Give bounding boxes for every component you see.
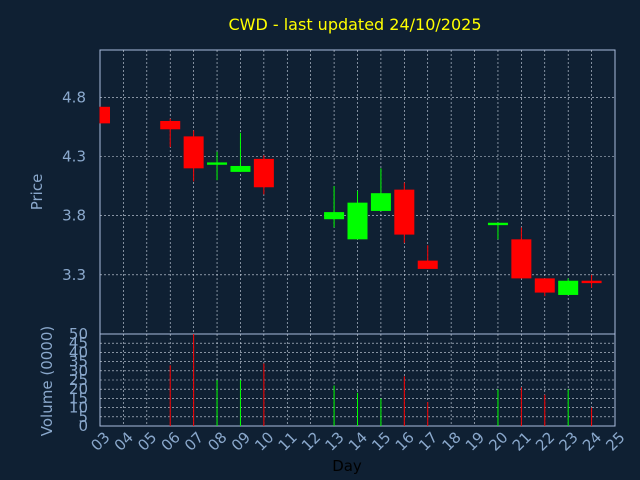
volume-tick-label: 20 (69, 380, 88, 398)
x-tick-label: 09 (228, 428, 254, 454)
x-tick-label: 25 (602, 428, 628, 454)
x-tick-label: 14 (345, 428, 371, 454)
candle-body (183, 136, 204, 169)
volume-tick-label: 45 (69, 334, 88, 352)
volume-axis-label: Volume (0000) (38, 326, 56, 436)
x-tick-label: 17 (415, 428, 441, 454)
candle-body (417, 260, 438, 269)
price-tick-label: 3.8 (62, 207, 86, 225)
candle-body (558, 280, 579, 295)
price-tick-label: 4.8 (62, 88, 86, 106)
x-axis-label: Day (332, 457, 362, 475)
candle-body (324, 212, 345, 220)
volume-tick-label: 50 (69, 325, 88, 343)
x-tick-label: 15 (368, 428, 394, 454)
price-tick-label: 3.3 (62, 266, 86, 284)
x-tick-label: 12 (298, 428, 324, 454)
candle-body (100, 106, 110, 124)
x-tick-label: 04 (111, 428, 137, 454)
candle-body (487, 222, 508, 226)
candle-body (394, 189, 415, 235)
candle-body (370, 193, 391, 211)
x-tick-label: 05 (134, 428, 160, 454)
x-tick-label: 07 (181, 428, 207, 454)
x-tick-label: 06 (158, 428, 184, 454)
volume-tick-label: 30 (69, 362, 88, 380)
x-tick-label: 22 (532, 428, 558, 454)
price-tick-label: 4.3 (62, 148, 86, 166)
x-tick-label: 16 (392, 428, 418, 454)
volume-tick-label: 0 (78, 417, 88, 435)
x-tick-label: 03 (87, 428, 113, 454)
x-tick-label: 08 (204, 428, 230, 454)
x-tick-label: 10 (251, 428, 277, 454)
x-tick-label: 18 (438, 428, 464, 454)
candle-body (581, 280, 602, 284)
x-tick-label: 11 (275, 428, 301, 454)
x-tick-label: 19 (462, 428, 488, 454)
volume-tick-label: 35 (69, 353, 88, 371)
volume-tick-label: 15 (69, 389, 88, 407)
x-tick-label: 24 (579, 428, 605, 454)
volume-tick-label: 40 (69, 343, 88, 361)
volume-tick-label: 5 (78, 408, 88, 426)
candle-body (347, 202, 368, 240)
candle-body (207, 162, 228, 165)
x-tick-label: 13 (321, 428, 347, 454)
price-axis-label: Price (28, 174, 46, 211)
volume-tick-label: 25 (69, 371, 88, 389)
volume-tick-label: 10 (69, 399, 88, 417)
candle-body (534, 278, 555, 293)
chart-title: CWD - last updated 24/10/2025 (228, 15, 481, 34)
candle-body (160, 121, 181, 130)
candle-body (511, 239, 532, 279)
x-tick-label: 20 (485, 428, 511, 454)
candle-body (230, 165, 251, 172)
x-tick-label: 23 (556, 428, 582, 454)
x-tick-label: 21 (509, 428, 535, 454)
candle-body (253, 158, 274, 188)
